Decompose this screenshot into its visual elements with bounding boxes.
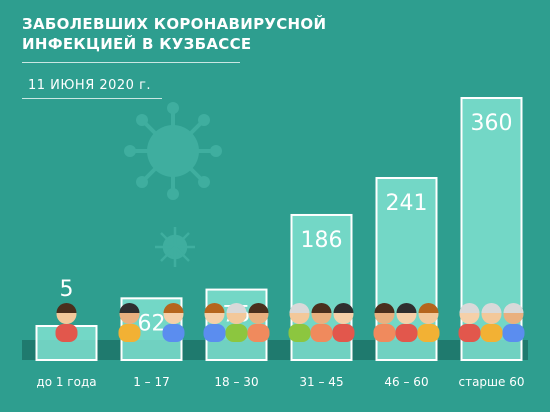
person-figure-icon <box>162 303 185 342</box>
date-divider <box>22 98 162 99</box>
category-label: 18 – 30 <box>214 375 258 389</box>
category-label: старше 60 <box>458 375 524 389</box>
person-figure-icon <box>502 303 525 342</box>
person-figure-icon <box>417 303 440 342</box>
person-figure-icon <box>310 303 333 342</box>
person-figure-icon <box>480 303 503 342</box>
category-label: 1 – 17 <box>133 375 170 389</box>
bar-value-label: 62 <box>138 311 166 336</box>
person-figure-icon <box>332 303 355 342</box>
person-figure-icon <box>55 303 78 342</box>
person-figure-icon <box>247 303 270 342</box>
bar-value-label: 241 <box>386 191 428 216</box>
person-figure-icon <box>288 303 311 342</box>
person-figure-icon <box>373 303 396 342</box>
person-figure-icon <box>395 303 418 342</box>
category-label: 31 – 45 <box>299 375 343 389</box>
person-figure-icon <box>225 303 248 342</box>
category-label: до 1 года <box>36 375 96 389</box>
base-band <box>22 340 528 360</box>
bar-value-label: 5 <box>60 277 74 302</box>
virus-decoration-icon <box>124 102 222 200</box>
virus-decoration-small-icon <box>155 227 195 267</box>
page-title: ЗАБОЛЕВШИХ КОРОНАВИРУСНОЙ ИНФЕКЦИЕЙ В КУ… <box>22 15 327 53</box>
person-figure-icon <box>458 303 481 342</box>
date-label: 11 ИЮНЯ 2020 г. <box>28 78 152 93</box>
category-label: 46 – 60 <box>384 375 428 389</box>
bar-value-label: 186 <box>301 228 343 253</box>
person-figure-icon <box>203 303 226 342</box>
person-figure-icon <box>118 303 141 342</box>
bar-value-label: 360 <box>471 111 513 136</box>
title-divider <box>22 62 240 63</box>
